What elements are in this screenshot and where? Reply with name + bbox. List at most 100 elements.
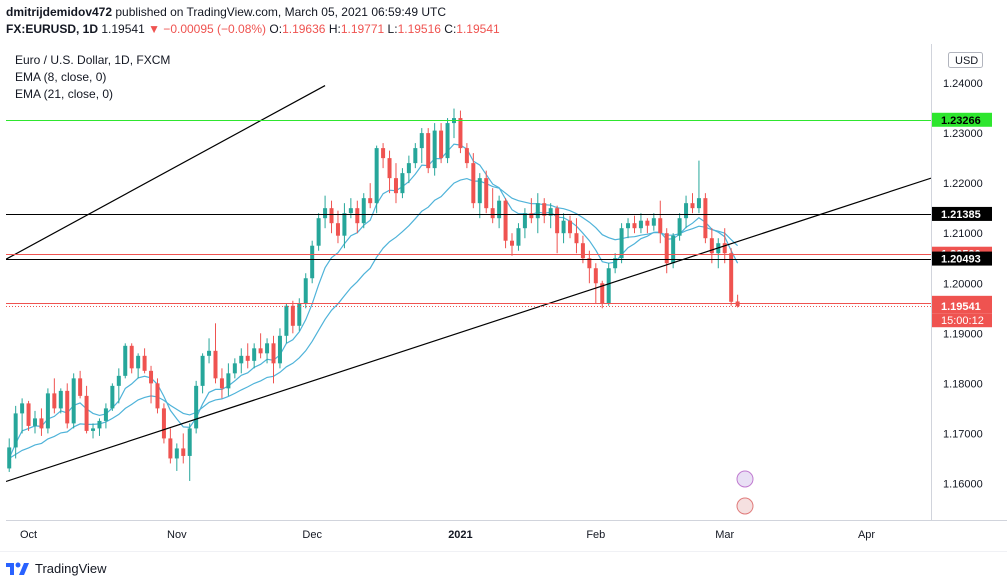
candle-body [161,408,166,439]
candle-body [484,178,489,209]
candle [348,198,353,219]
candle [684,195,689,229]
candle-body [181,448,186,456]
legend-ema8[interactable]: EMA (8, close, 0) [15,70,107,84]
price-label-bg [932,206,992,221]
y-tick-label: 1.22000 [943,178,983,190]
candle [252,343,257,369]
footer-brand[interactable]: TradingView [35,560,107,576]
ema21-line [8,177,739,459]
currency-box-bg [948,52,983,68]
candle-body [33,418,38,426]
author-name[interactable]: dmitrijdemidov472 [6,5,113,19]
candle [516,223,521,251]
candle [613,253,618,274]
candle-body [252,348,257,361]
candle [207,338,212,364]
candle [729,248,734,306]
candle-body [58,390,63,409]
candle [33,410,38,434]
candlestick-chart[interactable]: 1.16000 1.17000 1.18000 1.19000 1.20000 1.210… [0,44,1007,552]
candle [52,378,57,414]
candle [406,155,411,184]
legend-ema21[interactable]: EMA (21, close, 0) [15,87,114,101]
candle-body [406,163,411,174]
candle-body [277,335,282,364]
price-label: 1.19541 15:00:12 [932,299,992,328]
candle-body [342,213,347,236]
candle [194,380,199,434]
candle [329,200,334,234]
y-tick-label: 1.23000 [943,128,983,140]
candle-body [381,148,386,159]
candle [116,368,121,404]
candle-body [568,220,573,234]
price-label-text: 1.20493 [941,254,981,266]
candle-body [432,130,437,169]
price-label: 1.21385 [932,206,992,221]
price-label-bg [932,112,992,127]
legend-title: Euro / U.S. Dollar, 1D, FXCM [15,53,171,67]
candle [574,218,579,254]
price-label-bg [932,251,992,266]
candle-body [613,258,618,269]
y-tick-label: 1.18000 [943,378,983,390]
candle-body [722,243,727,254]
candle-body [374,148,379,204]
candle [374,145,379,214]
close-label: C: [444,22,457,36]
candle-body [471,163,476,204]
candle-body [97,420,102,429]
candle [161,403,166,444]
candle-body [361,198,366,224]
candle-body [20,403,25,414]
candle [580,235,585,264]
candle [78,370,83,399]
candle [490,188,495,224]
flag-icon [736,497,754,515]
candle-body [574,233,579,244]
candle [219,368,224,399]
candle-body [522,213,527,229]
candle [426,128,431,174]
candle-body [103,408,108,421]
x-tick-label: Feb [586,529,605,541]
candle [503,198,508,249]
candle [26,400,31,431]
candle-body [155,383,160,409]
candle-body [142,355,147,371]
candle-body [690,203,695,209]
candle-body [529,213,534,219]
candle-body [709,238,714,254]
countdown-label: 15:00:12 [941,315,984,327]
candle-body [548,208,553,216]
candle [271,335,276,384]
candle-body [600,283,605,304]
candle [413,143,418,169]
candle [522,208,527,239]
candle-body [290,305,295,326]
candle-body [587,258,592,269]
candle [529,198,534,224]
candle-body [265,343,270,354]
price-axis: 1.16000 1.17000 1.18000 1.19000 1.20000 1.210… [943,78,983,490]
candle-body [516,228,521,246]
candle-body [52,393,57,409]
candle [400,168,405,199]
candle [45,388,50,434]
candle [477,173,482,219]
candle-body [297,303,302,326]
last-price: 1.19541 [101,22,145,36]
candle-body [535,203,540,219]
price-label: 1.20493 [932,251,992,266]
candle [323,195,328,229]
low-label: L: [387,22,398,36]
candle-body [174,448,179,459]
open-label: O: [269,22,283,36]
candle [432,123,437,176]
candle [239,348,244,374]
candle [677,213,682,241]
candle [561,213,566,244]
candle [129,343,134,374]
candle-body [194,385,199,429]
